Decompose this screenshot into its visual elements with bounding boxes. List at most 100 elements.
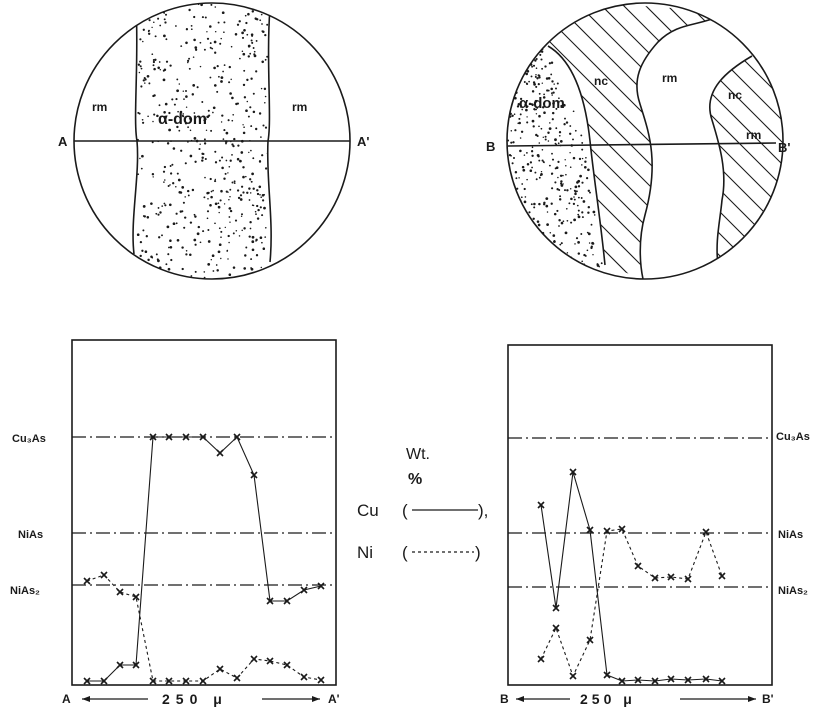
right-plot: Cu₃As NiAs NiAs₂ B 250 μ B' [500,344,810,707]
stipple-dot [529,257,533,261]
stipple-dot [537,223,541,227]
stipple-dot [241,229,243,232]
hatch-line [709,56,721,266]
stipple-dot [529,169,533,172]
stipple-dot [514,129,517,132]
stipple-dot [165,263,168,266]
stipple-dot [176,238,180,242]
stipple-dot [521,108,524,111]
stipple-dot [167,253,170,256]
stipple-dot [581,181,584,184]
stipple-dot [518,177,520,179]
stipple-dot [545,77,549,80]
data-point-marker [182,677,190,685]
stipple-dot [536,77,539,80]
hatch-line [548,3,699,279]
stipple-dot [554,138,557,142]
stipple-dot [533,252,537,255]
stipple-dot [252,110,256,114]
stipple-dot [574,190,577,193]
hatch-line [816,0,836,300]
stipple-dot [220,121,223,123]
data-point-marker [684,575,692,583]
stipple-dot [242,52,246,56]
stipple-dot [255,254,259,257]
stipple-dot [205,129,208,132]
stipple-dot [526,178,528,181]
stipple-dot [147,258,150,262]
right-plot-frame [507,344,773,686]
legend-ni-paren-open: ( [402,543,408,562]
data-point-marker [634,562,642,570]
stipple-dot [262,30,265,34]
stipple-dot [523,47,527,50]
stipple-dot [551,187,554,190]
data-point-marker [702,675,710,683]
stipple-dot [189,221,193,224]
stipple-dot [559,140,563,143]
stipple-dot [152,120,154,123]
legend-ni-paren-close: ) [475,543,481,562]
stipple-dot [566,252,569,254]
stipple-dot [592,254,594,256]
hatch-line [749,56,783,266]
stipple-dot [164,13,168,16]
stipple-dot [523,225,527,229]
stipple-dot [193,137,197,140]
stipple-dot [547,140,550,142]
stipple-dot [194,48,198,51]
data-point-marker [552,624,560,632]
data-point-marker [199,433,207,441]
stipple-dot [264,236,267,238]
hatch-line [332,0,632,300]
stipple-dot [531,154,534,157]
stipple-dot [553,83,555,85]
stipple-dot [235,229,238,232]
stipple-dot [166,225,170,229]
stipple-dot [161,205,163,207]
stipple-dot [239,159,242,163]
stipple-dot [523,187,526,191]
stipple-dot [223,129,226,132]
stipple-dot [196,86,199,89]
stipple-dot [168,246,170,249]
stipple-dot [172,182,175,185]
stipple-dot [552,252,555,255]
stipple-dot [214,178,217,181]
stipple-dot [565,207,568,210]
stipple-dot [242,175,245,179]
stipple-dot [536,220,540,223]
stipple-dot [256,217,260,220]
stipple-dot [164,21,167,24]
stipple-dot [260,87,263,90]
stipple-dot [586,231,589,234]
stipple-dot [538,125,540,128]
stipple-dot [194,270,197,273]
stipple-dot [574,243,576,245]
stipple-dot [547,131,550,134]
stipple-dot [203,138,206,141]
data-point-marker [283,597,291,605]
stipple-dot [536,135,539,137]
stipple-dot [550,61,554,64]
stipple-dot [199,143,201,145]
stipple-dot [162,170,166,173]
stipple-dot [521,183,524,185]
stipple-dot [531,146,534,149]
stipple-dot [564,189,566,192]
stipple-dot [515,258,518,261]
stipple-dot [579,174,582,178]
stipple-dot [222,138,225,140]
stipple-dot [146,216,150,219]
data-point-marker [266,657,274,665]
stipple-dot [572,138,574,141]
stipple-dot [139,254,142,258]
region-rm-left: rm [92,100,107,114]
stipple-dot [587,211,590,214]
stipple-dot [220,257,222,260]
stipple-dot [580,233,583,235]
stipple-dot [256,192,260,196]
stipple-dot [247,55,251,58]
stipple-dot [213,84,217,87]
stipple-dot [550,271,554,275]
